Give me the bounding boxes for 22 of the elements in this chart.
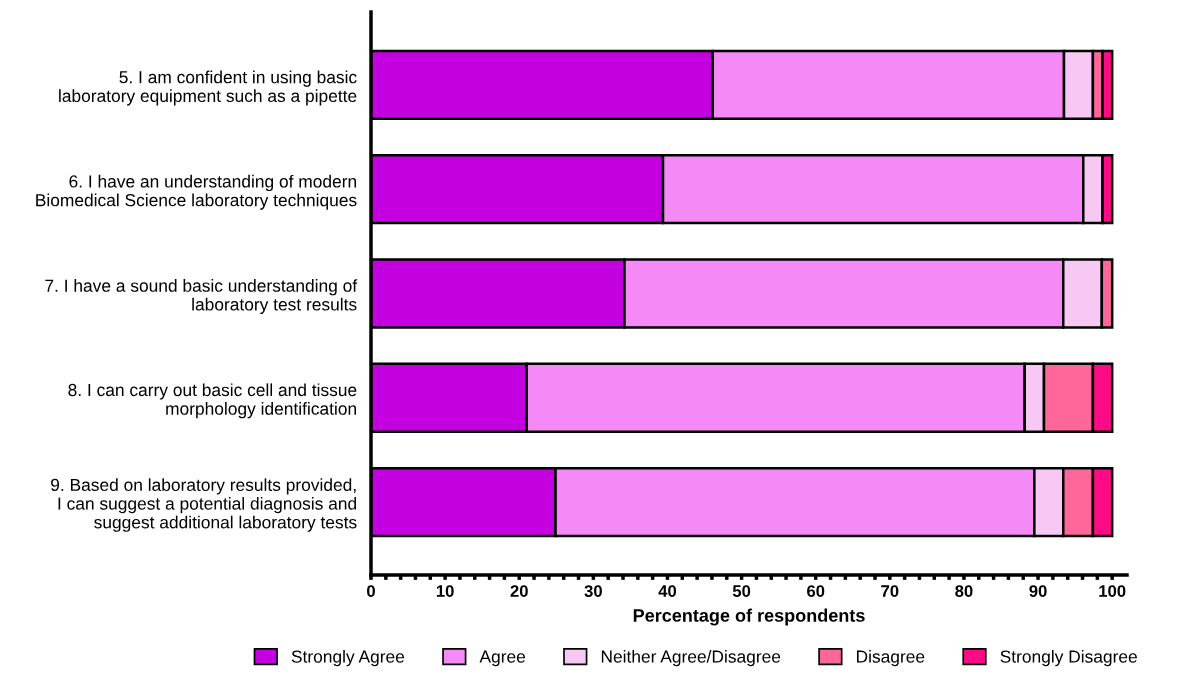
- y-tick-label: 9. Based on laboratory results provided, I can suggest a potential diagnosis and suggest additional laboratory tests: [51, 478, 357, 532]
- legend-label: Neither Agree/Disagree: [601, 649, 781, 667]
- legend-label: Strongly Disagree: [1000, 649, 1137, 667]
- x-tick-label: 90: [1029, 585, 1047, 597]
- x-tick-label: 40: [658, 585, 677, 597]
- y-tick-label: 8. I can carry out basic cell and tissue morphology identification: [68, 383, 357, 419]
- legend-label: Agree: [479, 650, 526, 667]
- x-tick-label: 100: [1099, 585, 1126, 597]
- legend-label: Strongly Agree: [291, 649, 405, 667]
- y-tick-label: 6. I have an understanding of modern Biomedical Science laboratory techniques: [36, 174, 357, 210]
- x-tick-label: 80: [955, 585, 973, 597]
- legend-label: Disagree: [856, 649, 925, 667]
- x-tick-label: 70: [881, 585, 899, 597]
- y-tick-label: 5. I am confident in using basic laboratory equipment such as a pipette: [59, 70, 357, 106]
- y-tick-label: 7. I have a sound basic understanding of laboratory test results: [45, 279, 358, 314]
- x-axis-title: Percentage of respondents: [633, 608, 865, 626]
- x-tick-label: 0: [367, 585, 375, 597]
- x-tick-label: 10: [436, 585, 454, 597]
- x-tick-label: 50: [732, 585, 751, 597]
- x-tick-label: 60: [807, 585, 825, 597]
- x-tick-label: 20: [510, 585, 528, 597]
- x-tick-label: 30: [584, 585, 602, 597]
